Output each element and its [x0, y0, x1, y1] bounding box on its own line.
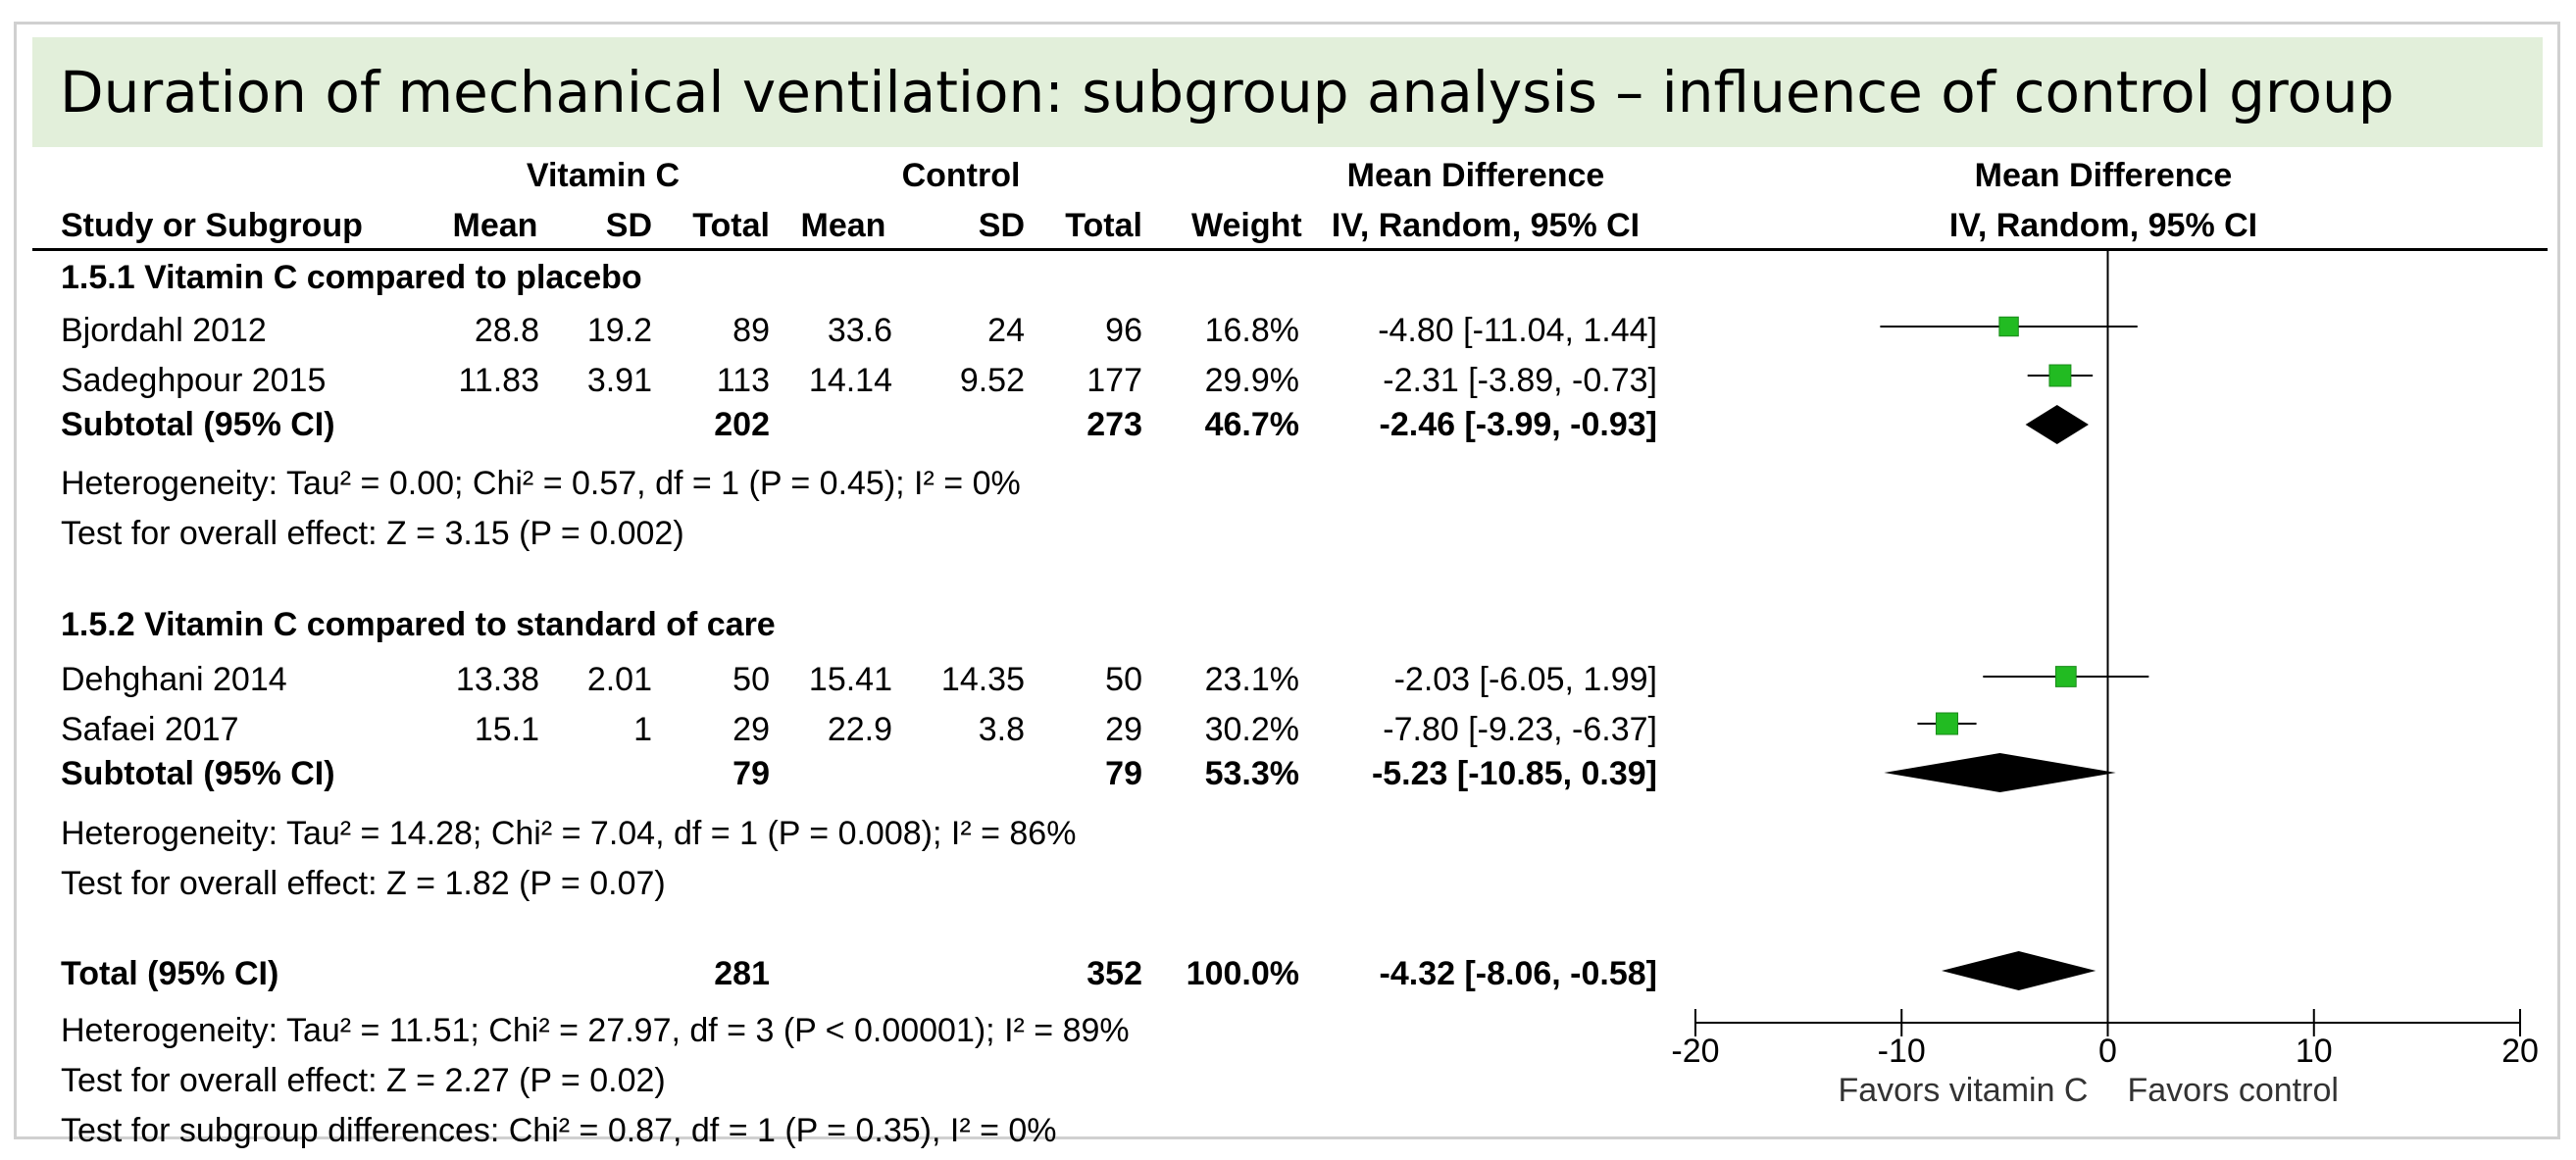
sd-2: 24 [987, 312, 1025, 349]
header-total-2: Total [1065, 207, 1142, 244]
mean-2: 15.41 [808, 661, 892, 698]
ci: -4.80 [-11.04, 1.44] [1378, 312, 1657, 349]
total-total-1: 281 [714, 955, 770, 992]
ci: -2.03 [-6.05, 1.99] [1393, 661, 1657, 698]
header-md-top: Mean Difference [1346, 157, 1605, 194]
subtotal-total-1: 202 [714, 406, 770, 443]
study-name: Sadeghpour 2015 [61, 362, 327, 399]
x-tick-label: 10 [2296, 1033, 2333, 1070]
ci: -7.80 [-9.23, -6.37] [1383, 711, 1657, 748]
subtotal-ci: -2.46 [-3.99, -0.93] [1379, 406, 1657, 443]
header-mean-1: Mean [452, 207, 538, 244]
subtotal-label: Subtotal (95% CI) [61, 406, 335, 443]
subtotal-weight: 53.3% [1204, 755, 1299, 792]
mean-1: 15.1 [474, 711, 539, 748]
subtotal-total-1: 79 [732, 755, 770, 792]
study-marker [1936, 712, 1959, 735]
header-plot-bottom: IV, Random, 95% CI [1948, 207, 2258, 244]
x-tick-label: 0 [2098, 1033, 2117, 1070]
total-weight: 100.0% [1186, 955, 1299, 992]
header-vitamin-c: Vitamin C [526, 157, 681, 194]
sd-2: 3.8 [978, 711, 1025, 748]
weight: 16.8% [1204, 312, 1299, 349]
header-plot-top: Mean Difference [1974, 157, 2233, 194]
header-weight: Weight [1191, 207, 1302, 244]
sd-2: 14.35 [940, 661, 1025, 698]
study-marker [2054, 666, 2077, 687]
study-marker [2048, 364, 2072, 387]
mean-1: 28.8 [474, 312, 539, 349]
overall-effect-1: Test for overall effect: Z = 3.15 (P = 0… [61, 515, 684, 552]
weight: 29.9% [1204, 362, 1299, 399]
subtotal-ci: -5.23 [-10.85, 0.39] [1371, 755, 1657, 792]
total-1: 113 [716, 362, 770, 399]
subtotal-total-2: 79 [1105, 755, 1142, 792]
sd-1: 1 [633, 711, 652, 748]
header-mean-2: Mean [800, 207, 886, 244]
header-md-bottom: IV, Random, 95% CI [1331, 207, 1641, 244]
header-study: Study or Subgroup [61, 207, 363, 244]
favors-right-label: Favors control [2128, 1072, 2339, 1109]
study-marker [1998, 316, 2019, 337]
header-sd-1: SD [605, 207, 652, 244]
ci: -2.31 [-3.89, -0.73] [1383, 362, 1657, 399]
subtotal-weight: 46.7% [1204, 406, 1299, 443]
figure-frame [14, 22, 2560, 1139]
sd-2: 9.52 [959, 362, 1025, 399]
mean-1: 13.38 [455, 661, 539, 698]
study-name: Safaei 2017 [61, 711, 239, 748]
mean-2: 22.9 [827, 711, 892, 748]
sd-1: 19.2 [586, 312, 652, 349]
favors-left-label: Favors vitamin C [1838, 1072, 2088, 1109]
weight: 23.1% [1204, 661, 1299, 698]
title-bar: Duration of mechanical ventilation: subg… [32, 37, 2543, 147]
subgroup-2-label: 1.5.2 Vitamin C compared to standard of … [61, 606, 776, 643]
study-name: Bjordahl 2012 [61, 312, 267, 349]
total-2: 29 [1105, 711, 1142, 748]
weight: 30.2% [1204, 711, 1299, 748]
total-ci: -4.32 [-8.06, -0.58] [1379, 955, 1657, 992]
total-2: 50 [1105, 661, 1142, 698]
pooled-diamond [2025, 405, 2089, 444]
heterogeneity-total: Heterogeneity: Tau² = 11.51; Chi² = 27.9… [61, 1012, 1130, 1049]
pooled-diamond [1884, 753, 2116, 792]
x-tick-label: 20 [2501, 1033, 2539, 1070]
sd-1: 2.01 [586, 661, 652, 698]
subtotal-label: Subtotal (95% CI) [61, 755, 335, 792]
subtotal-total-2: 273 [1086, 406, 1142, 443]
total-1: 29 [732, 711, 770, 748]
page-title: Duration of mechanical ventilation: subg… [60, 59, 2395, 126]
sd-1: 3.91 [586, 362, 652, 399]
overall-effect-total: Test for overall effect: Z = 2.27 (P = 0… [61, 1062, 666, 1099]
x-tick-label: -10 [1878, 1033, 1926, 1070]
subgroup-1-label: 1.5.1 Vitamin C compared to placebo [61, 259, 642, 296]
subgroup-differences: Test for subgroup differences: Chi² = 0.… [61, 1112, 1057, 1149]
heterogeneity-2: Heterogeneity: Tau² = 14.28; Chi² = 7.04… [61, 815, 1077, 852]
pooled-diamond [1942, 951, 2096, 990]
total-1: 50 [732, 661, 770, 698]
header-sd-2: SD [978, 207, 1025, 244]
header-total-1: Total [692, 207, 770, 244]
total-label: Total (95% CI) [61, 955, 279, 992]
mean-2: 14.14 [808, 362, 892, 399]
header-rule [32, 248, 2548, 251]
total-total-2: 352 [1086, 955, 1142, 992]
total-2: 96 [1105, 312, 1142, 349]
mean-1: 11.83 [458, 362, 539, 399]
total-1: 89 [732, 312, 770, 349]
header-control: Control [901, 157, 1021, 194]
overall-effect-2: Test for overall effect: Z = 1.82 (P = 0… [61, 865, 666, 902]
x-tick-label: -20 [1671, 1033, 1719, 1070]
heterogeneity-1: Heterogeneity: Tau² = 0.00; Chi² = 0.57,… [61, 465, 1021, 502]
study-name: Dehghani 2014 [61, 661, 287, 698]
mean-2: 33.6 [827, 312, 892, 349]
total-2: 177 [1086, 362, 1142, 399]
